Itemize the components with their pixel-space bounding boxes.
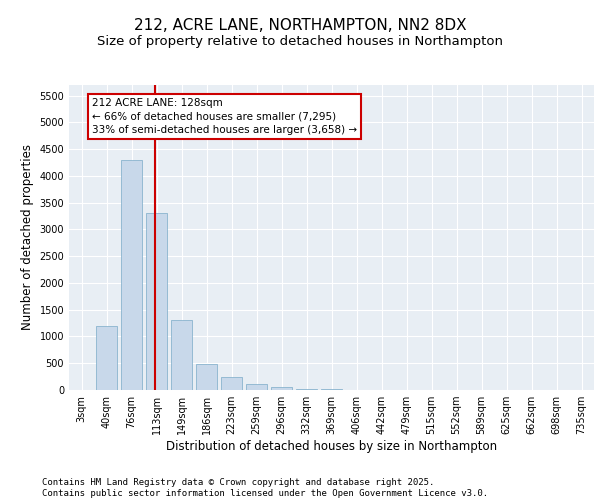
- Bar: [221, 376, 242, 390]
- Text: 212, ACRE LANE, NORTHAMPTON, NN2 8DX: 212, ACRE LANE, NORTHAMPTON, NN2 8DX: [134, 18, 466, 32]
- Bar: [96, 326, 117, 390]
- Text: Size of property relative to detached houses in Northampton: Size of property relative to detached ho…: [97, 35, 503, 48]
- X-axis label: Distribution of detached houses by size in Northampton: Distribution of detached houses by size …: [166, 440, 497, 453]
- Text: 212 ACRE LANE: 128sqm
← 66% of detached houses are smaller (7,295)
33% of semi-d: 212 ACRE LANE: 128sqm ← 66% of detached …: [92, 98, 357, 135]
- Bar: [246, 384, 267, 390]
- Y-axis label: Number of detached properties: Number of detached properties: [21, 144, 34, 330]
- Bar: [271, 387, 292, 390]
- Bar: [196, 364, 217, 390]
- Bar: [171, 320, 192, 390]
- Bar: [121, 160, 142, 390]
- Text: Contains HM Land Registry data © Crown copyright and database right 2025.
Contai: Contains HM Land Registry data © Crown c…: [42, 478, 488, 498]
- Bar: [296, 389, 317, 390]
- Bar: [146, 214, 167, 390]
